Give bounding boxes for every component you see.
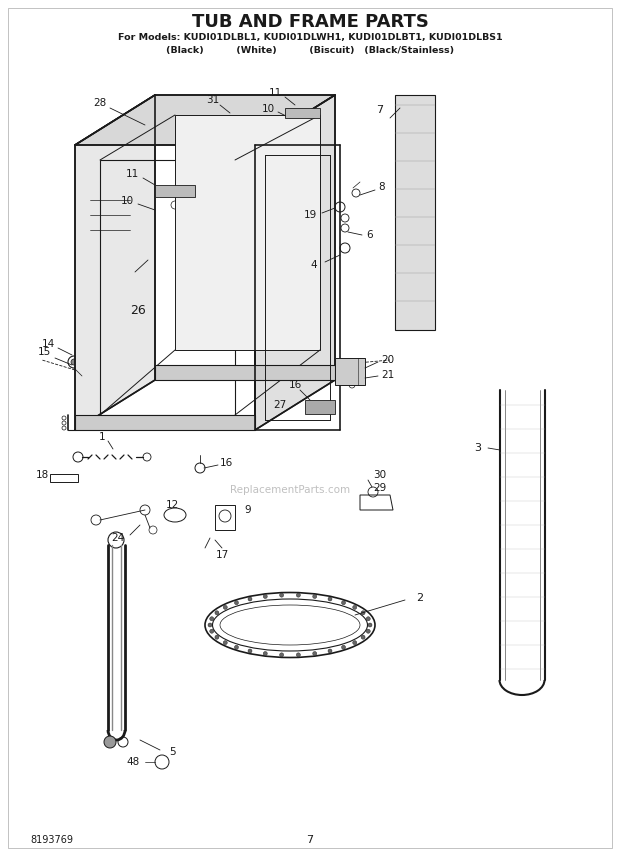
Text: 31: 31 bbox=[206, 95, 219, 105]
Text: 8: 8 bbox=[379, 182, 385, 192]
Text: 9: 9 bbox=[245, 505, 251, 515]
Circle shape bbox=[342, 601, 345, 604]
Text: 21: 21 bbox=[381, 370, 394, 380]
Text: 1: 1 bbox=[99, 432, 105, 442]
Circle shape bbox=[361, 611, 365, 615]
Circle shape bbox=[366, 629, 370, 633]
Text: 19: 19 bbox=[303, 210, 317, 220]
Text: 17: 17 bbox=[215, 550, 229, 560]
Circle shape bbox=[296, 653, 300, 657]
Circle shape bbox=[368, 623, 372, 627]
Circle shape bbox=[264, 651, 267, 656]
Circle shape bbox=[210, 617, 214, 621]
Circle shape bbox=[248, 597, 252, 601]
Text: 10: 10 bbox=[262, 104, 275, 114]
Circle shape bbox=[312, 651, 317, 656]
Text: 48: 48 bbox=[126, 757, 140, 767]
Polygon shape bbox=[175, 115, 320, 350]
Circle shape bbox=[353, 605, 356, 609]
Polygon shape bbox=[285, 108, 320, 118]
Circle shape bbox=[223, 640, 228, 645]
Circle shape bbox=[234, 645, 239, 650]
Circle shape bbox=[223, 605, 228, 609]
Text: 16: 16 bbox=[288, 380, 301, 390]
Text: 11: 11 bbox=[268, 88, 281, 98]
Circle shape bbox=[104, 736, 116, 748]
Circle shape bbox=[280, 593, 283, 597]
Text: 3: 3 bbox=[474, 443, 482, 453]
Polygon shape bbox=[335, 358, 365, 385]
Circle shape bbox=[208, 623, 212, 627]
Text: 11: 11 bbox=[125, 169, 139, 179]
Circle shape bbox=[353, 640, 356, 645]
Polygon shape bbox=[395, 95, 435, 330]
Circle shape bbox=[342, 645, 345, 650]
Circle shape bbox=[215, 611, 219, 615]
Text: 2: 2 bbox=[417, 593, 423, 603]
Text: 26: 26 bbox=[130, 304, 146, 317]
Text: 16: 16 bbox=[219, 458, 232, 468]
Circle shape bbox=[71, 359, 77, 365]
Polygon shape bbox=[305, 400, 335, 414]
Polygon shape bbox=[75, 95, 155, 430]
Circle shape bbox=[361, 635, 365, 639]
Text: 27: 27 bbox=[273, 400, 286, 410]
Circle shape bbox=[234, 601, 239, 604]
Text: 7: 7 bbox=[306, 835, 314, 845]
Circle shape bbox=[328, 597, 332, 601]
Text: 14: 14 bbox=[42, 339, 55, 349]
Polygon shape bbox=[255, 95, 335, 430]
Text: 18: 18 bbox=[35, 470, 48, 480]
Polygon shape bbox=[75, 415, 255, 430]
Circle shape bbox=[366, 617, 370, 621]
Polygon shape bbox=[155, 365, 335, 380]
Text: 30: 30 bbox=[373, 470, 386, 480]
Text: 12: 12 bbox=[166, 500, 179, 510]
Circle shape bbox=[280, 653, 283, 657]
Circle shape bbox=[210, 629, 214, 633]
Text: 10: 10 bbox=[120, 196, 133, 206]
Text: 20: 20 bbox=[381, 355, 394, 365]
Circle shape bbox=[296, 593, 300, 597]
Polygon shape bbox=[155, 185, 195, 197]
Polygon shape bbox=[75, 95, 335, 145]
Circle shape bbox=[215, 635, 219, 639]
Text: 24: 24 bbox=[112, 533, 125, 543]
Text: 29: 29 bbox=[373, 483, 387, 493]
Circle shape bbox=[328, 649, 332, 653]
Text: 6: 6 bbox=[366, 230, 373, 240]
Text: 28: 28 bbox=[94, 98, 107, 108]
Text: 7: 7 bbox=[376, 105, 384, 115]
Text: ReplacementParts.com: ReplacementParts.com bbox=[230, 485, 350, 495]
Text: 8193769: 8193769 bbox=[30, 835, 73, 845]
Text: For Models: KUDI01DLBL1, KUDI01DLWH1, KUDI01DLBT1, KUDI01DLBS1: For Models: KUDI01DLBL1, KUDI01DLWH1, KU… bbox=[118, 33, 502, 41]
Text: TUB AND FRAME PARTS: TUB AND FRAME PARTS bbox=[192, 13, 428, 31]
Circle shape bbox=[264, 594, 267, 598]
Text: 15: 15 bbox=[37, 347, 51, 357]
Circle shape bbox=[312, 594, 317, 598]
Text: 5: 5 bbox=[169, 747, 175, 757]
Text: 4: 4 bbox=[311, 260, 317, 270]
Circle shape bbox=[248, 649, 252, 653]
Text: (Black)          (White)          (Biscuit)   (Black/Stainless): (Black) (White) (Biscuit) (Black/Stainle… bbox=[166, 45, 454, 55]
